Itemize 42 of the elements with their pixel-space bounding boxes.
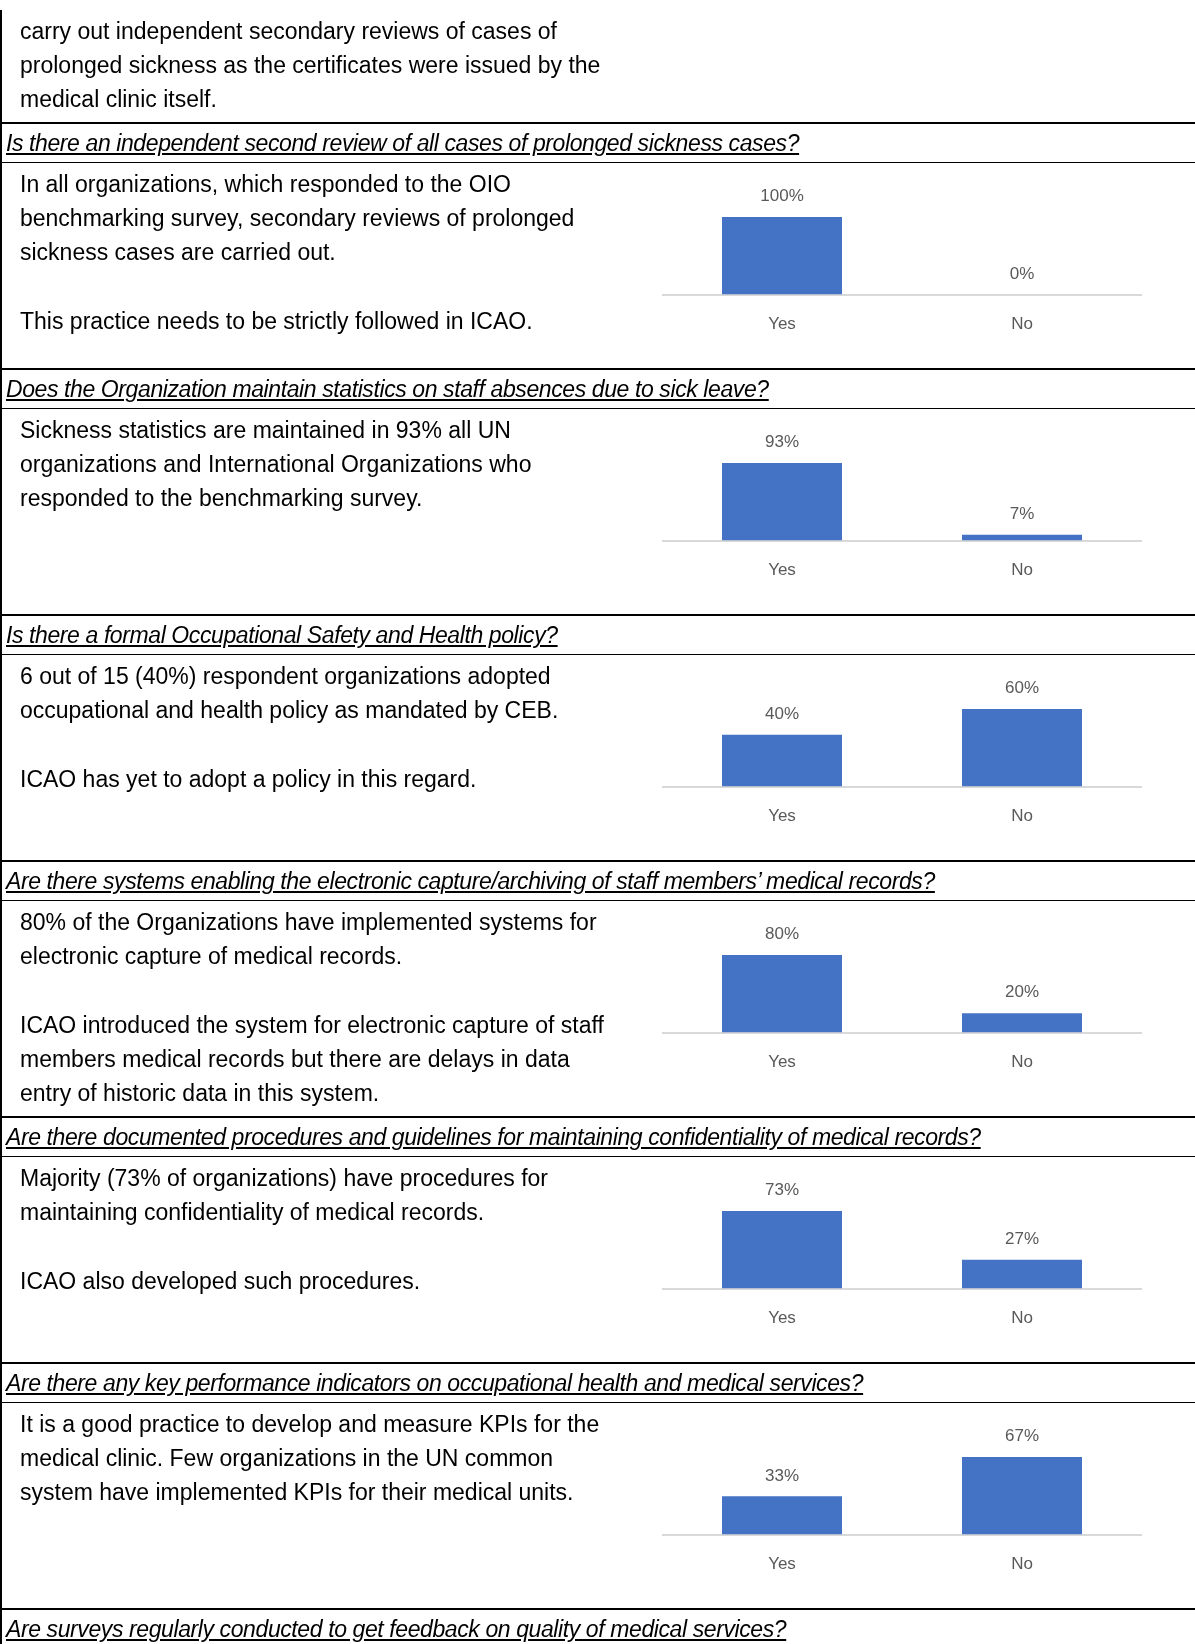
text: Is there a formal Occupational Safety and Health policy? bbox=[6, 622, 558, 648]
text: 6 out of 15 (40%) respondent organizations adopted occupational and health policy as mandated by CEB. bbox=[20, 662, 560, 725]
text: Are surveys regularly conducted to get feedback on quality of medical services? bbox=[6, 1616, 787, 1642]
data-label: 33% bbox=[764, 1465, 800, 1485]
data-label: 100% bbox=[760, 186, 804, 206]
chart-title: Are there documented procedures and guidelines for maintaining confidentiality of medical records? bbox=[6, 1124, 981, 1150]
text: Majority (73% of organizations) have procedures for maintaining confidentiality of medical records. bbox=[20, 1164, 549, 1227]
data-label: 60% bbox=[1004, 678, 1040, 698]
x-tick-label: No bbox=[1011, 806, 1033, 826]
text: Does the Organization maintain statistics on staff absences due to sick leave? bbox=[6, 376, 769, 402]
text: ICAO also developed such procedures. bbox=[20, 1267, 422, 1296]
data-label: 20% bbox=[1004, 982, 1040, 1002]
x-tick-label: Yes bbox=[768, 1554, 796, 1574]
data-label: 73% bbox=[764, 1180, 800, 1200]
x-tick-label: Yes bbox=[768, 560, 796, 580]
x-tick-label: Yes bbox=[768, 314, 796, 334]
text: Is there an independent second review of all cases of prolonged sickness cases? bbox=[6, 130, 800, 156]
data-label: 7% bbox=[1009, 503, 1035, 523]
data-label: 80% bbox=[764, 924, 800, 944]
x-tick-label: No bbox=[1011, 560, 1033, 580]
x-tick-label: No bbox=[1011, 1052, 1033, 1072]
data-label: 67% bbox=[1004, 1426, 1040, 1446]
text: 80% of the Organizations have implemented systems for electronic capture of medical records. bbox=[20, 908, 598, 971]
x-tick-label: No bbox=[1011, 314, 1033, 334]
x-tick-label: Yes bbox=[768, 1052, 796, 1072]
x-tick-label: Yes bbox=[768, 806, 796, 826]
data-label: 40% bbox=[764, 703, 800, 723]
text: ICAO introduced the system for electronic capture of staff members medical records but there are delays in data entry of historic data in this system. bbox=[20, 1011, 605, 1108]
text: ICAO has yet to adopt a policy in this regard. bbox=[20, 765, 478, 794]
x-tick-label: Yes bbox=[768, 1308, 796, 1328]
text: Are there any key performance indicators on occupational health and medical services? bbox=[6, 1370, 864, 1396]
x-tick-label: No bbox=[1011, 1308, 1033, 1328]
x-tick-label: No bbox=[1011, 1554, 1033, 1574]
text: Sickness statistics are maintained in 93% all UN organizations and International Organizations who responded to the benchmarking survey. bbox=[20, 416, 533, 513]
text: Are there systems enabling the electronic capture/archiving of staff members’ medical records? bbox=[6, 868, 935, 894]
text: In all organizations, which responded to the OIO benchmarking survey, secondary reviews of prolonged sickness cases are carried out. bbox=[20, 170, 576, 267]
text: It is a good practice to develop and measure KPIs for the medical clinic. Few organizations in the UN common system have implemented KPIs for their medical units. bbox=[20, 1410, 601, 1507]
text: This practice needs to be strictly followed in ICAO. bbox=[20, 307, 534, 336]
data-label: 27% bbox=[1004, 1229, 1040, 1249]
data-label: 0% bbox=[1009, 263, 1035, 283]
text: carry out independent secondary reviews of cases of prolonged sickness as the certificates were issued by the medical clinic itself. bbox=[20, 17, 602, 114]
data-label: 93% bbox=[764, 432, 800, 452]
